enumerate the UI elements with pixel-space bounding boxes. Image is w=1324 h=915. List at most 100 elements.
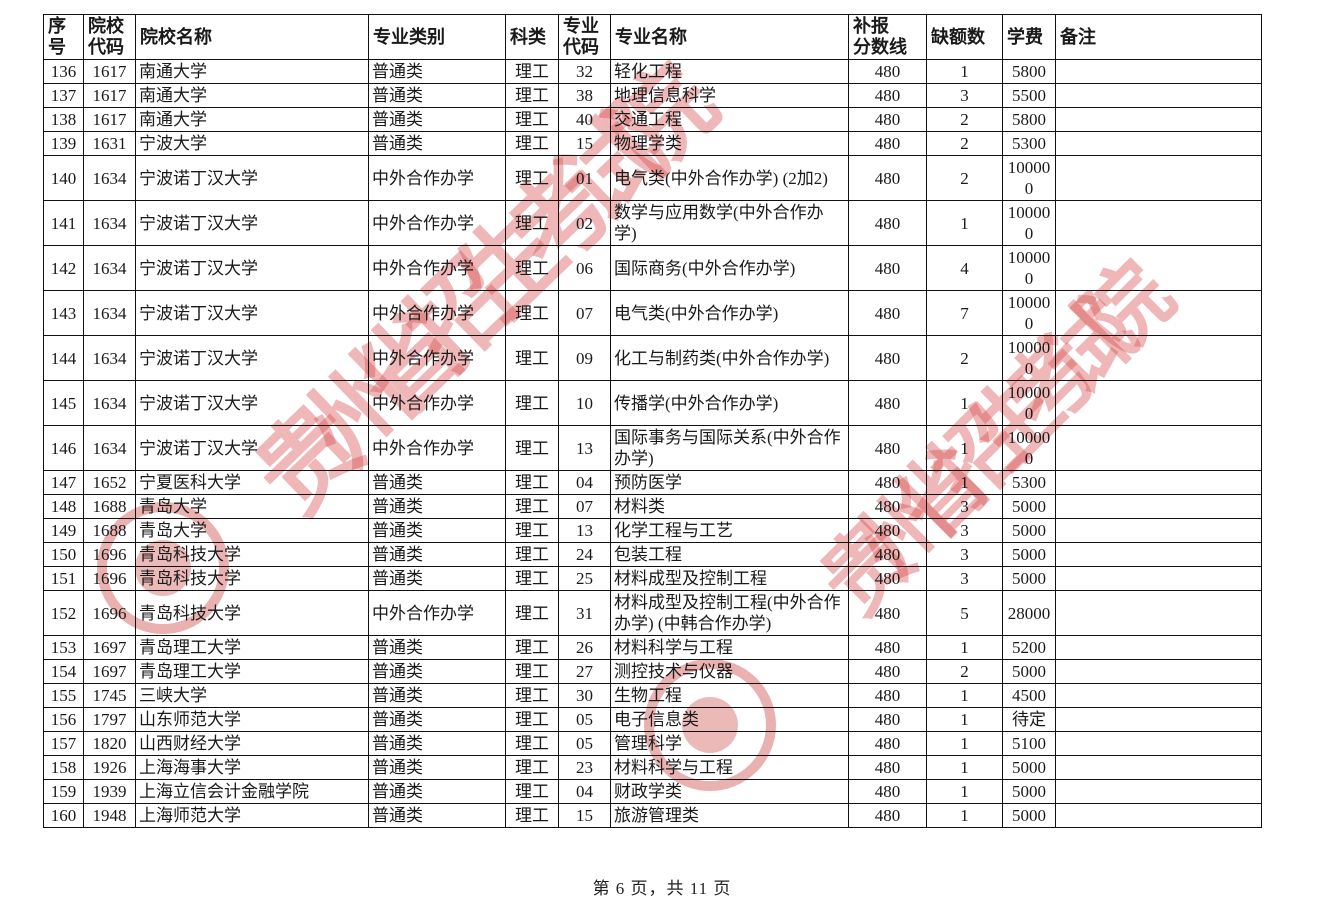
table-cell: 中外合作办学 xyxy=(368,335,506,381)
table-cell: 青岛理工大学 xyxy=(135,635,369,660)
table-cell: 5000 xyxy=(1002,659,1056,684)
table-cell: 15 xyxy=(558,803,611,828)
table-cell: 1634 xyxy=(83,245,136,291)
table-cell: 宁波诺丁汉大学 xyxy=(135,200,369,246)
table-cell: 理工 xyxy=(505,59,559,84)
admission-table: 序 号院校 代码 院校名称 专业类别 科类 专业 代码 专业名称 补报 分数线 缺额数 学费 备注… xyxy=(43,14,1262,828)
table-row: 145 1634 宁波诺丁汉大学 中外合作办学 理工 10 传播学(中外合作办学) 480 1 1… xyxy=(43,380,1262,426)
page-footer: 第 6 页，共 11 页 xyxy=(592,879,732,898)
header-row: 序 号院校 代码 院校名称 专业类别 科类 专业 代码 专业名称 补报 分数线 缺额数 学费 备注 xyxy=(43,14,1262,60)
column-header: 补报 分数线 xyxy=(848,14,927,60)
table-cell xyxy=(1055,155,1262,201)
table-cell: 普通类 xyxy=(368,683,506,708)
table-cell: 测控技术与仪器 xyxy=(610,659,849,684)
table-cell: 1696 xyxy=(83,590,136,636)
table-cell: 1631 xyxy=(83,131,136,156)
table-cell: 宁波诺丁汉大学 xyxy=(135,290,369,336)
table-cell: 南通大学 xyxy=(135,107,369,132)
column-header: 院校名称 xyxy=(135,14,369,60)
table-cell: 5000 xyxy=(1002,566,1056,591)
table-cell: 3 xyxy=(926,83,1003,108)
table-cell: 电气类(中外合作办学) xyxy=(610,290,849,336)
table-cell: 财政学类 xyxy=(610,779,849,804)
table-cell: 2 xyxy=(926,335,1003,381)
table-cell: 山东师范大学 xyxy=(135,707,369,732)
table-cell: 1745 xyxy=(83,683,136,708)
table-cell xyxy=(1055,518,1262,543)
table-cell: 1652 xyxy=(83,470,136,495)
table-cell: 普通类 xyxy=(368,707,506,732)
table-cell: 青岛科技大学 xyxy=(135,542,369,567)
table-cell: 150 xyxy=(43,542,84,567)
table-cell: 480 xyxy=(848,245,927,291)
table-cell: 143 xyxy=(43,290,84,336)
table-cell: 480 xyxy=(848,335,927,381)
table-cell: 38 xyxy=(558,83,611,108)
table-cell xyxy=(1055,335,1262,381)
table-cell: 480 xyxy=(848,779,927,804)
table-cell: 数学与应用数学(中外合作办学) xyxy=(610,200,849,246)
column-header: 学费 xyxy=(1002,14,1056,60)
table-cell: 480 xyxy=(848,83,927,108)
table-cell: 化工与制药类(中外合作办学) xyxy=(610,335,849,381)
table-cell: 理工 xyxy=(505,245,559,291)
table-cell: 13 xyxy=(558,425,611,471)
table-cell: 480 xyxy=(848,155,927,201)
table-cell: 1797 xyxy=(83,707,136,732)
table-cell: 三峡大学 xyxy=(135,683,369,708)
table-cell: 理工 xyxy=(505,290,559,336)
table-cell: 480 xyxy=(848,380,927,426)
table-row: 156 1797 山东师范大学 普通类 理工 05 电子信息类 480 1 待定 xyxy=(43,707,1262,732)
table-cell: 理工 xyxy=(505,731,559,756)
table-cell: 青岛科技大学 xyxy=(135,590,369,636)
table-cell: 147 xyxy=(43,470,84,495)
table-cell: 1617 xyxy=(83,59,136,84)
table-cell: 5000 xyxy=(1002,542,1056,567)
table-cell: 理工 xyxy=(505,755,559,780)
table-cell: 04 xyxy=(558,470,611,495)
table-cell: 32 xyxy=(558,59,611,84)
table-cell: 1634 xyxy=(83,155,136,201)
table-cell: 5300 xyxy=(1002,470,1056,495)
table-row: 148 1688 青岛大学 普通类 理工 07 材料类 480 3 5000 xyxy=(43,494,1262,519)
table-cell: 中外合作办学 xyxy=(368,290,506,336)
table-cell: 理工 xyxy=(505,494,559,519)
table-row: 152 1696 青岛科技大学 中外合作办学 理工 31 材料成型及控制工程(中外合作办学)… xyxy=(43,590,1262,636)
table-cell: 宁波诺丁汉大学 xyxy=(135,425,369,471)
table-cell: 普通类 xyxy=(368,542,506,567)
table-cell: 普通类 xyxy=(368,731,506,756)
table-cell: 中外合作办学 xyxy=(368,155,506,201)
table-cell: 153 xyxy=(43,635,84,660)
table-cell: 1820 xyxy=(83,731,136,756)
table-cell: 1 xyxy=(926,707,1003,732)
table-row: 136 1617 南通大学 普通类 理工 32 轻化工程 480 1 5800 xyxy=(43,59,1262,84)
table-cell: 1697 xyxy=(83,659,136,684)
table-cell: 25 xyxy=(558,566,611,591)
table-row: 141 1634 宁波诺丁汉大学 中外合作办学 理工 02 数学与应用数学(中外合作办学) 4… xyxy=(43,200,1262,246)
table-cell: 1 xyxy=(926,59,1003,84)
table-cell: 159 xyxy=(43,779,84,804)
table-cell: 10 xyxy=(558,380,611,426)
table-cell: 5800 xyxy=(1002,107,1056,132)
table-cell: 旅游管理类 xyxy=(610,803,849,828)
table-cell: 理工 xyxy=(505,635,559,660)
table-cell: 5 xyxy=(926,590,1003,636)
table-cell: 100000 xyxy=(1002,335,1056,381)
table-cell: 轻化工程 xyxy=(610,59,849,84)
table-cell: 理工 xyxy=(505,590,559,636)
table-cell: 理工 xyxy=(505,380,559,426)
table-row: 144 1634 宁波诺丁汉大学 中外合作办学 理工 09 化工与制药类(中外合作办学) 48… xyxy=(43,335,1262,381)
table-cell: 5500 xyxy=(1002,83,1056,108)
table-cell: 02 xyxy=(558,200,611,246)
table-cell: 1 xyxy=(926,755,1003,780)
table-cell: 理工 xyxy=(505,200,559,246)
table-cell: 电子信息类 xyxy=(610,707,849,732)
table-cell: 中外合作办学 xyxy=(368,380,506,426)
column-header: 序 号 xyxy=(43,14,84,60)
table-cell: 5300 xyxy=(1002,131,1056,156)
table-cell xyxy=(1055,245,1262,291)
table-cell xyxy=(1055,290,1262,336)
table-cell: 上海海事大学 xyxy=(135,755,369,780)
table-cell: 480 xyxy=(848,803,927,828)
table-cell: 5200 xyxy=(1002,635,1056,660)
